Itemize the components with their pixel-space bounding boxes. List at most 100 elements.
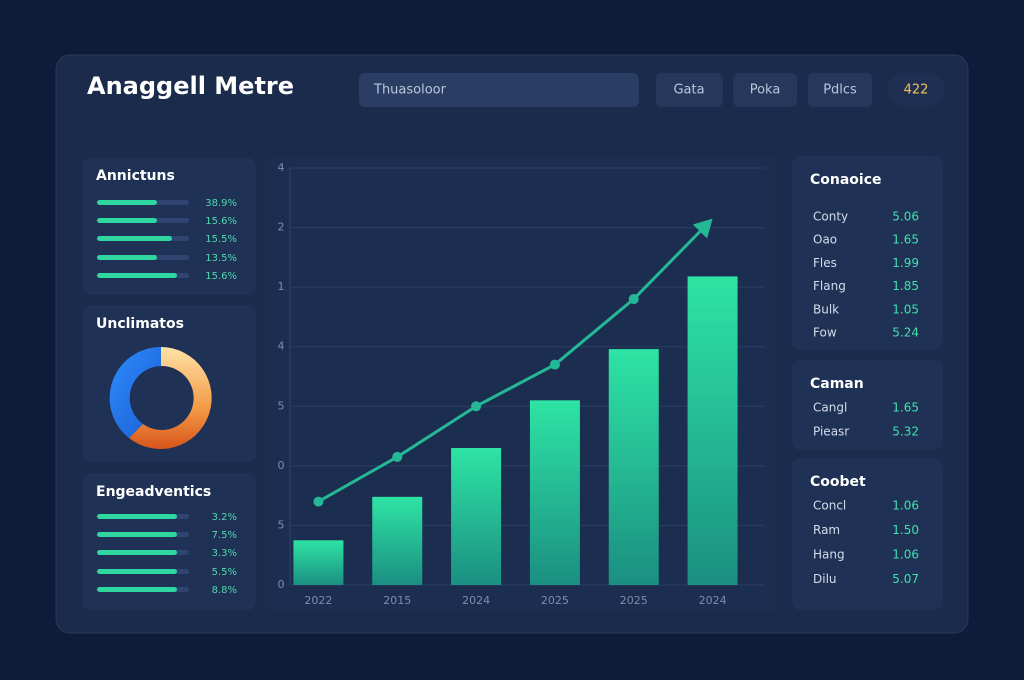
row-label: Hang: [813, 548, 845, 562]
row-label: Fow: [813, 326, 837, 340]
donut-segment: [129, 347, 212, 449]
button[interactable]: [656, 73, 723, 107]
row-value: 5.5%: [212, 567, 237, 578]
progress-list: [97, 200, 189, 278]
row-label: Concl: [813, 499, 846, 513]
button-label: Gata: [673, 83, 704, 98]
x-tick-label: 2025: [541, 594, 569, 607]
bar: [687, 276, 738, 585]
card-title: Engeadventics: [96, 484, 211, 500]
row-value: 1.06: [892, 548, 919, 562]
card: [792, 458, 943, 610]
row-label: Flang: [813, 279, 846, 293]
row-value: 5.32: [892, 425, 919, 439]
trend-arrow: [692, 218, 713, 239]
card-title: Conaoice: [810, 172, 882, 188]
progress-fill: [97, 273, 177, 278]
trend-point: [392, 451, 403, 462]
x-tick-label: 2015: [383, 594, 411, 607]
progress-fill: [97, 587, 177, 592]
row-value: 7.5%: [212, 530, 237, 541]
row-value: 1.65: [892, 401, 919, 415]
row-label: Ram: [813, 523, 840, 537]
row-label: Oao: [813, 233, 837, 247]
row-label: Dilu: [813, 572, 837, 586]
row-value: 3.3%: [212, 548, 237, 559]
bar: [293, 540, 344, 585]
card: [792, 360, 943, 450]
button-label: Pdlcs: [823, 83, 857, 98]
row-value: 5.06: [892, 210, 919, 224]
row-value: 15.6%: [205, 271, 237, 282]
progress-fill: [97, 255, 157, 260]
trend-point: [471, 401, 482, 412]
trend-line: [317, 227, 704, 503]
row-label: Conty: [813, 210, 848, 224]
donut-segment: [109, 346, 161, 438]
progress-fill: [97, 200, 157, 205]
search-box[interactable]: [359, 73, 639, 107]
progress-list: [97, 514, 189, 592]
button[interactable]: [733, 73, 797, 107]
card: [82, 158, 256, 295]
row-label: Fles: [813, 256, 837, 270]
row-label: Cangl: [813, 401, 847, 415]
x-tick-label: 2025: [620, 594, 648, 607]
card-title: Coobet: [810, 474, 866, 490]
row-value: 1.99: [892, 256, 919, 270]
card-title: Annictuns: [96, 168, 175, 184]
progress-fill: [97, 569, 177, 574]
button-label: Poka: [750, 83, 781, 98]
row-value: 38.9%: [205, 198, 237, 209]
row-value: 1.05: [892, 302, 919, 316]
progress-fill: [97, 532, 177, 537]
app-title: Anaggell Metre: [87, 72, 294, 100]
row-value: 15.6%: [205, 216, 237, 227]
row-value: 1.50: [892, 523, 919, 537]
badge[interactable]: [887, 73, 945, 107]
trend-point: [313, 496, 324, 507]
row-value: 3.2%: [212, 512, 237, 523]
card: [82, 473, 256, 610]
progress-fill: [97, 218, 157, 223]
trend-point: [628, 294, 639, 305]
badge-label: 422: [904, 83, 929, 98]
row-value: 1.85: [892, 279, 919, 293]
progress-fill: [97, 236, 172, 241]
right-cards: Conaoice Conty 5.06 Oao 1.65 Fles 1.99 Flang 1.8…: [810, 172, 919, 586]
row-value: 5.07: [892, 572, 919, 586]
y-tick-label: 4: [278, 161, 285, 174]
x-tick-label: 2024: [699, 594, 727, 607]
y-tick-label: 4: [278, 340, 285, 353]
row-value: 1.06: [892, 499, 919, 513]
y-tick-label: 2: [278, 221, 285, 234]
bar: [451, 447, 502, 585]
y-tick-label: 5: [278, 518, 285, 531]
search-placeholder: Thuasoloor: [373, 83, 447, 98]
bar: [529, 400, 580, 585]
row-value: 1.65: [892, 233, 919, 247]
y-tick-label: 0: [278, 578, 285, 591]
progress-fill: [97, 550, 177, 555]
bar: [372, 496, 423, 585]
chart: 0 5 0 5 4 1 2 4 2022 2015 2024 2025 2025 2024: [278, 161, 765, 607]
card-title: Caman: [810, 376, 864, 392]
y-tick-label: 0: [278, 459, 285, 472]
x-tick-label: 2024: [462, 594, 490, 607]
row-value: 15.5%: [205, 234, 237, 245]
y-tick-label: 1: [278, 280, 285, 293]
button[interactable]: [808, 73, 872, 107]
card: [792, 156, 943, 350]
row-label: Pieasr: [813, 425, 849, 439]
bar: [608, 349, 659, 585]
card-title: Unclimatos: [96, 316, 184, 332]
row-value: 5.24: [892, 326, 919, 340]
progress-fill: [97, 514, 177, 519]
y-tick-label: 5: [278, 399, 285, 412]
row-value: 13.5%: [205, 253, 237, 264]
row-value: 8.8%: [212, 585, 237, 596]
x-tick-label: 2022: [304, 594, 332, 607]
trend-point: [549, 359, 560, 370]
